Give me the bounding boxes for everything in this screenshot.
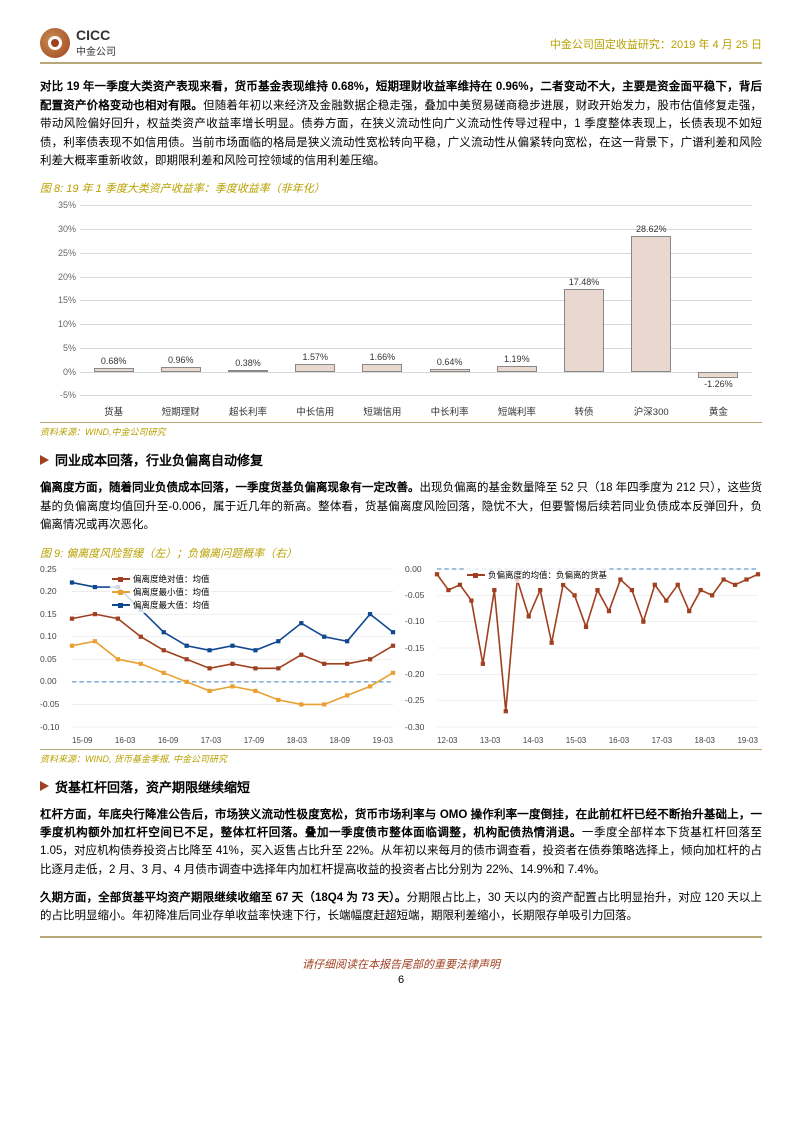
- page-header: CICC 中金公司 中金公司固定收益研究：2019 年 4 月 25 日: [40, 28, 762, 64]
- section-header-1: 同业成本回落，行业负偏离自动修复: [40, 450, 762, 469]
- logo-text-cn: 中金公司: [76, 43, 116, 58]
- figure-9-left: -0.10-0.050.000.050.100.150.200.2515-091…: [40, 565, 397, 745]
- figure-9-right: 0.00-0.05-0.10-0.15-0.20-0.25-0.3012-031…: [405, 565, 762, 745]
- page-number: 6: [40, 974, 762, 986]
- paragraph-1: 对比 19 年一季度大类资产表现来看，货币基金表现维持 0.68%，短期理财收益…: [40, 78, 762, 170]
- figure-9-title: 图 9: 偏离度风险暂缓（左）；负偏离问题概率（右）: [40, 545, 762, 561]
- paragraph-4: 久期方面，全部货基平均资产期限继续收缩至 67 天（18Q4 为 73 天）。分…: [40, 889, 762, 926]
- figure-9-charts: -0.10-0.050.000.050.100.150.200.2515-091…: [40, 565, 762, 745]
- triangle-icon: [40, 781, 49, 791]
- figure-8-chart: -5%0%5%10%15%20%25%30%35%0.68%0.96%0.38%…: [40, 200, 762, 420]
- section-header-2: 货基杠杆回落，资产期限继续缩短: [40, 777, 762, 796]
- figure-9-source: 资料来源：WIND, 货币基金季报, 中金公司研究: [40, 749, 762, 765]
- paragraph-3: 杠杆方面，年底央行降准公告后，市场狭义流动性极度宽松，货币市场利率与 OMO 操…: [40, 806, 762, 880]
- figure-8-source: 资料来源：WIND,中金公司研究: [40, 422, 762, 438]
- paragraph-2: 偏离度方面，随着同业负债成本回落，一季度货基负偏离现象有一定改善。出现负偏离的基…: [40, 479, 762, 534]
- triangle-icon: [40, 455, 49, 465]
- footer-rule: [40, 936, 762, 938]
- logo: CICC 中金公司: [40, 28, 116, 58]
- header-right: 中金公司固定收益研究：2019 年 4 月 25 日: [550, 36, 762, 52]
- logo-icon: [40, 28, 70, 58]
- footer-text: 请仔细阅读在本报告尾部的重要法律声明: [40, 956, 762, 972]
- figure-8-title: 图 8: 19 年 1 季度大类资产收益率：季度收益率（非年化）: [40, 180, 762, 196]
- logo-text-en: CICC: [76, 28, 116, 43]
